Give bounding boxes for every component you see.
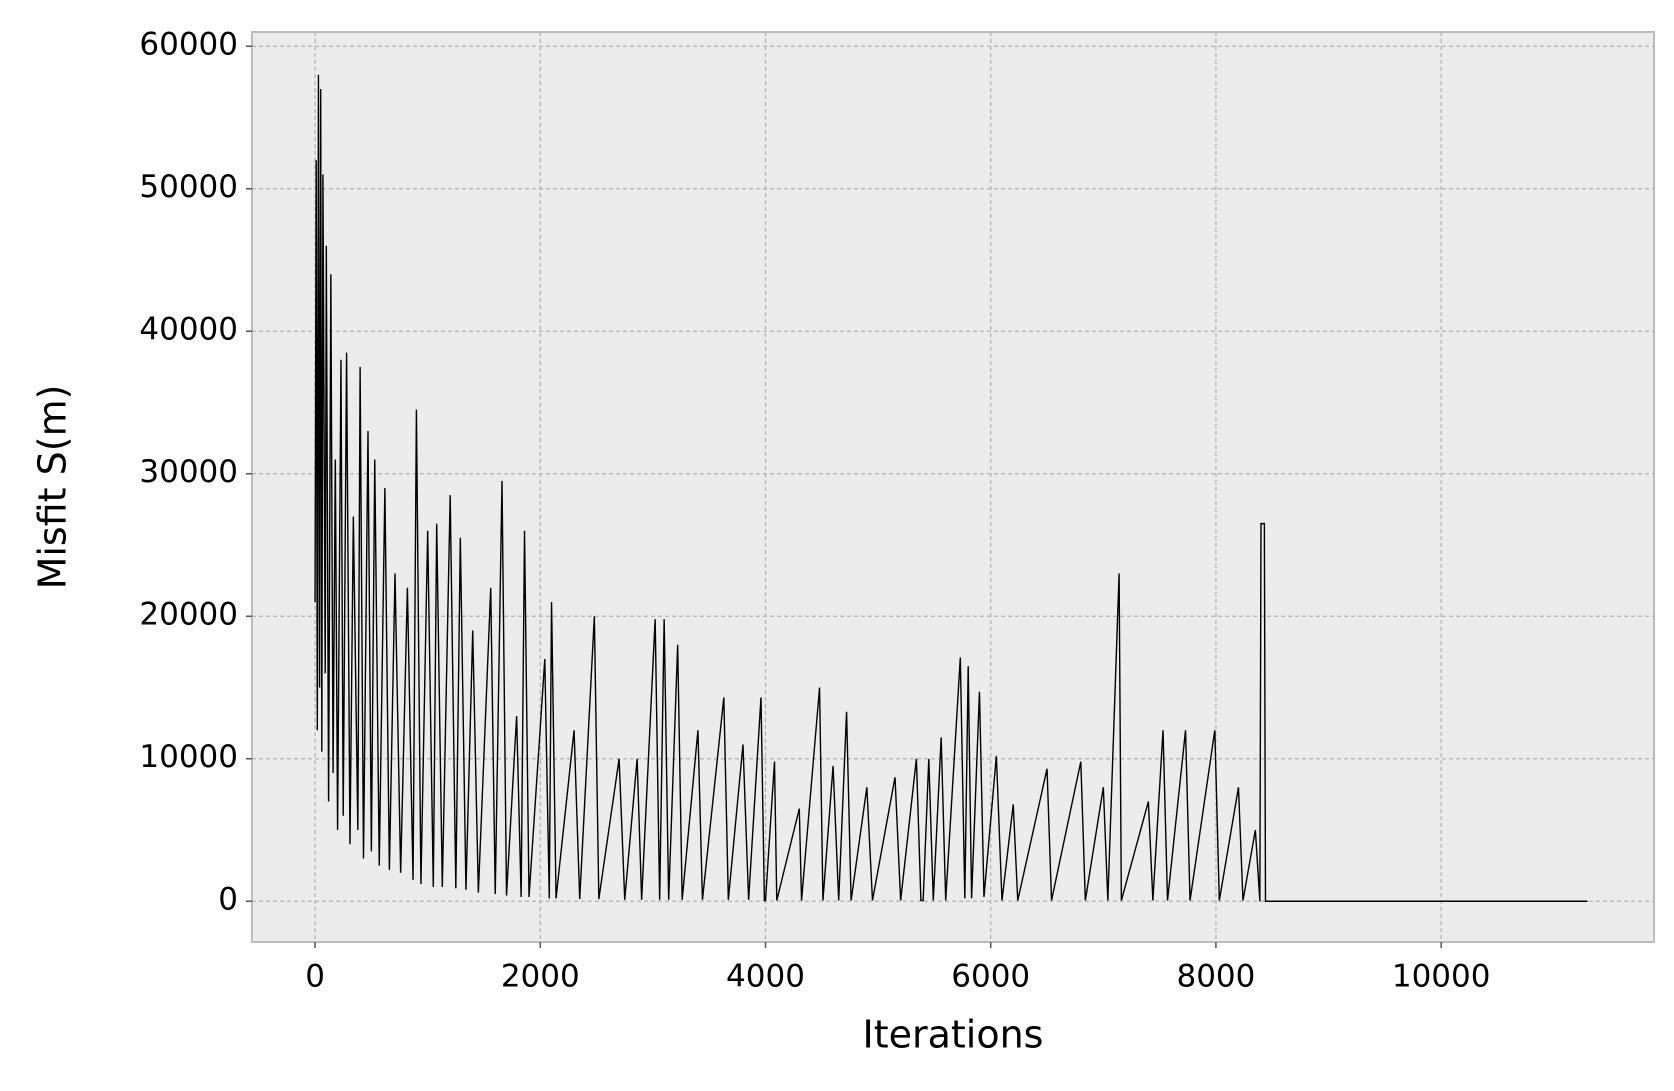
plot-area xyxy=(251,31,1655,943)
data-line xyxy=(314,74,1588,902)
x-axis-label: Iterations xyxy=(863,1013,1044,1057)
y-tick-label: 20000 xyxy=(139,597,238,633)
x-tick-label: 8000 xyxy=(1176,959,1255,995)
x-tick-label: 2000 xyxy=(501,959,580,995)
x-tick-label: 4000 xyxy=(726,959,805,995)
y-tick-label: 10000 xyxy=(139,739,238,775)
y-tick-label: 0 xyxy=(218,882,238,918)
x-tick-label: 6000 xyxy=(951,959,1030,995)
y-tick-label: 30000 xyxy=(139,454,238,490)
y-tick-label: 50000 xyxy=(139,169,238,205)
y-tick-label: 60000 xyxy=(139,27,238,63)
y-axis-label: Misfit S(m) xyxy=(31,385,75,590)
x-tick-label: 10000 xyxy=(1392,959,1491,995)
y-tick-label: 40000 xyxy=(139,312,238,348)
x-tick-label: 0 xyxy=(305,959,325,995)
